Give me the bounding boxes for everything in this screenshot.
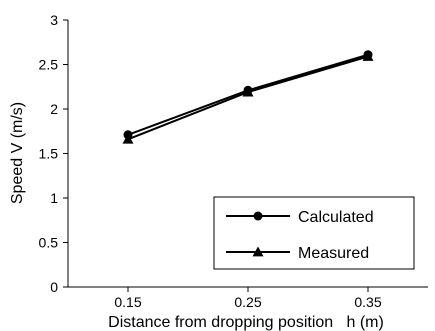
y-tick-label: 0 (50, 279, 58, 295)
y-axis-label: Speed V (m/s) (9, 102, 26, 204)
legend-label-calculated: Calculated (298, 209, 374, 226)
series-layer (122, 50, 374, 144)
y-tick-label: 1 (50, 190, 58, 206)
x-ticks: 0.15 0.25 0.35 (114, 287, 382, 310)
legend-marker-measured (252, 246, 264, 257)
legend-item-measured: Measured (226, 245, 369, 262)
y-tick-label: 2 (50, 101, 58, 117)
data-point-measured (242, 86, 254, 97)
y-tick-label: 2.5 (39, 57, 59, 73)
y-ticks: 0 0.5 1 1.5 2 2.5 3 (39, 12, 68, 295)
y-tick-label: 1.5 (39, 146, 59, 162)
data-point-measured (122, 133, 134, 144)
legend-marker-calculated (253, 211, 263, 221)
series-line-measured (127, 55, 369, 141)
x-tick-label: 0.15 (114, 294, 141, 310)
x-axis-label: Distance from dropping position h (m) (108, 314, 384, 331)
legend: Calculated Measured (213, 196, 415, 270)
x-tick-label: 0.35 (354, 294, 381, 310)
legend-label-measured: Measured (298, 245, 369, 262)
series-measured (122, 50, 374, 144)
x-tick-label: 0.25 (234, 294, 261, 310)
legend-item-calculated: Calculated (226, 209, 374, 226)
data-point-measured (362, 50, 374, 61)
y-tick-label: 0.5 (39, 235, 59, 251)
y-tick-label: 3 (50, 12, 58, 28)
legend-box (213, 196, 415, 270)
